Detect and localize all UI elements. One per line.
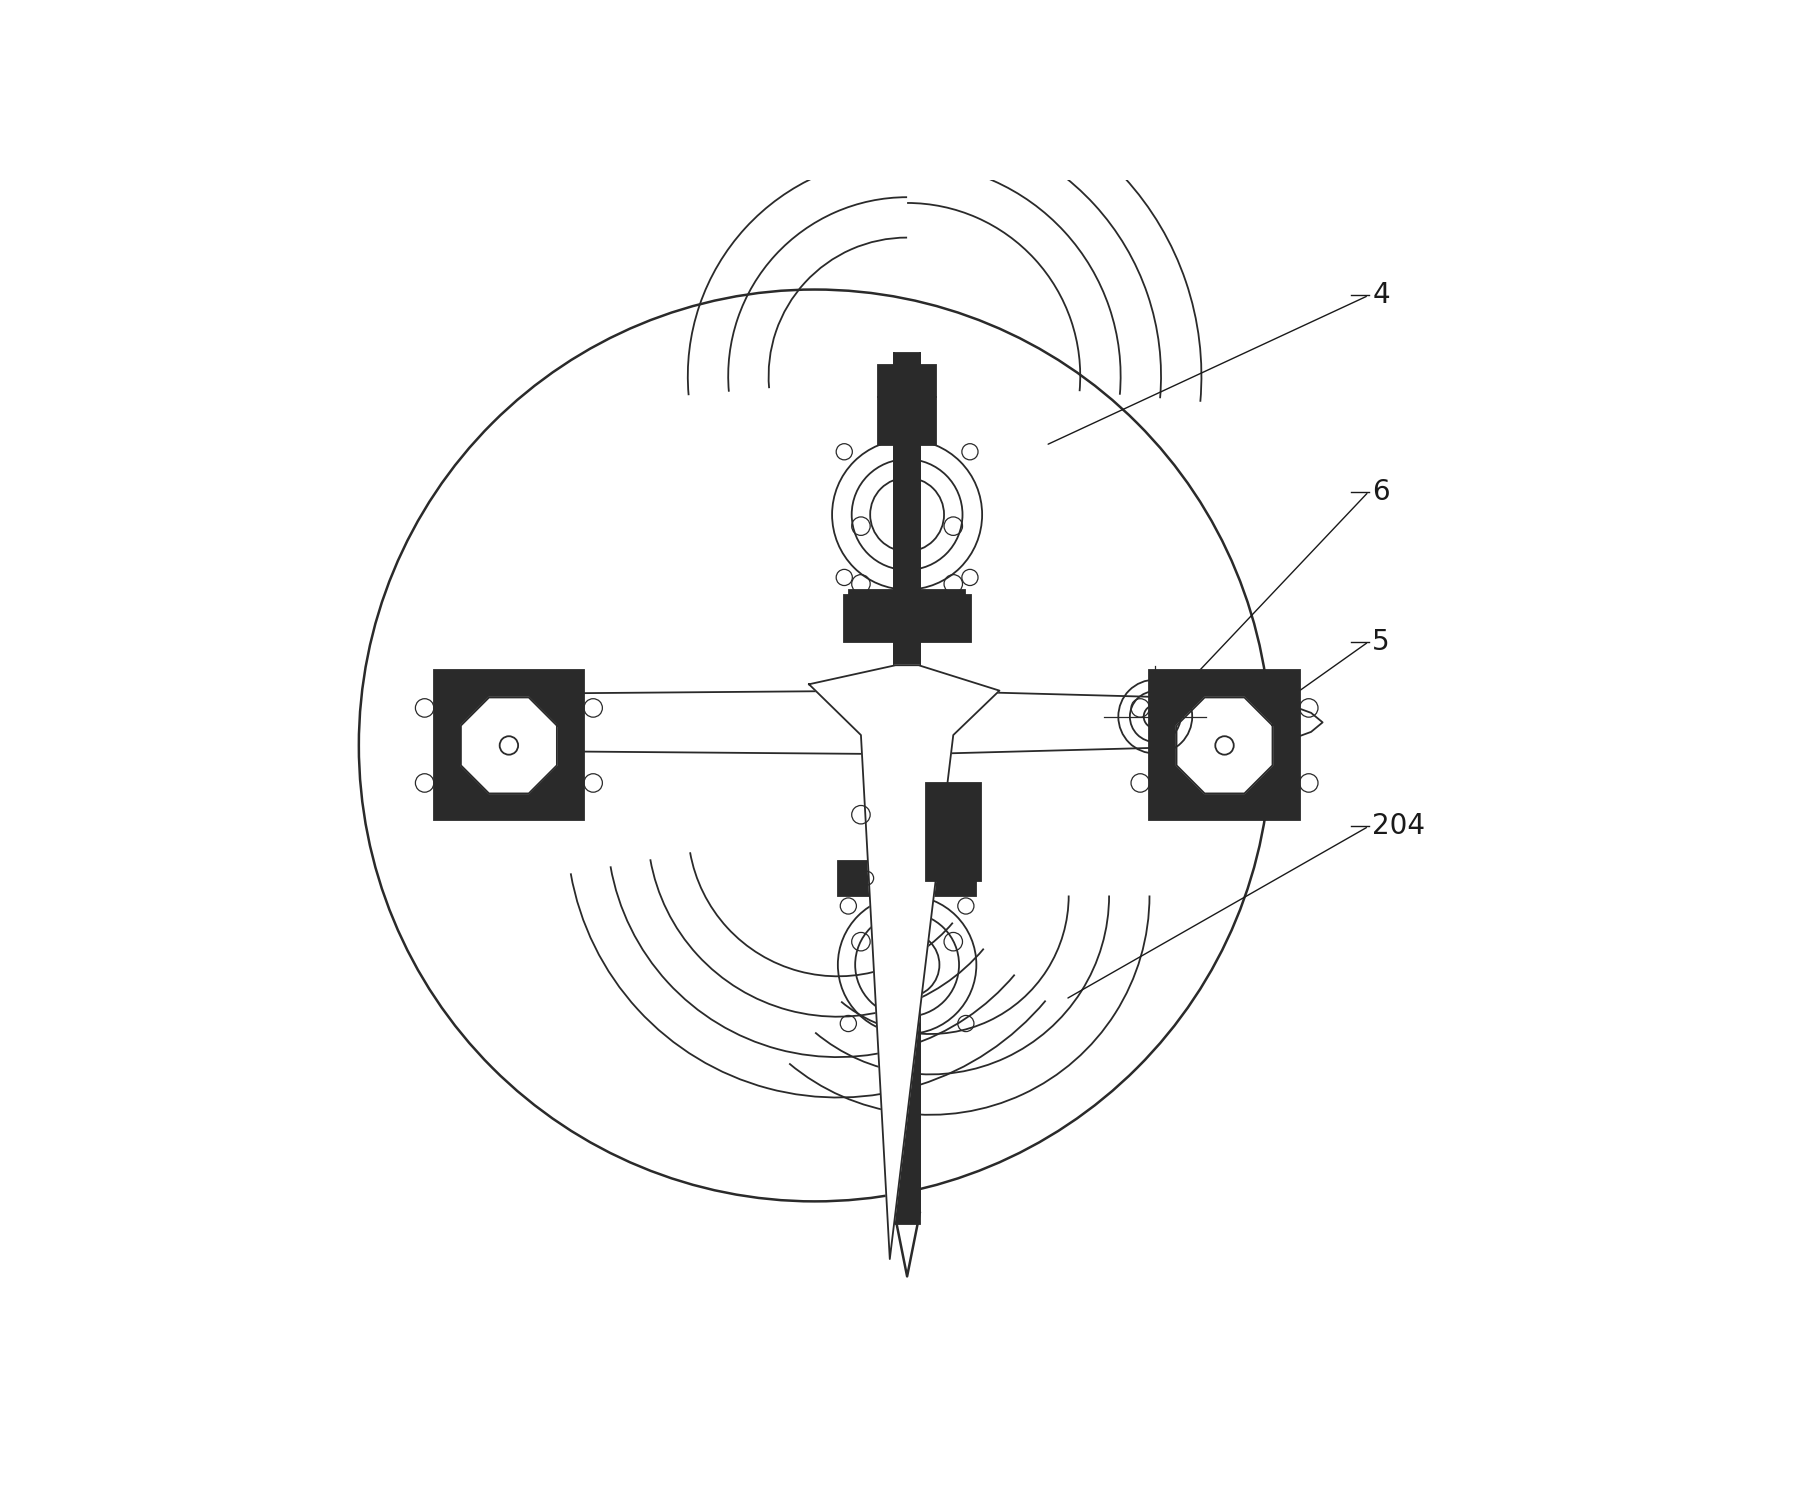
Polygon shape [920, 691, 1322, 754]
Bar [838, 860, 976, 895]
Polygon shape [1175, 697, 1272, 793]
Bar [849, 589, 965, 624]
Bar [1157, 679, 1290, 811]
Bar [434, 670, 584, 820]
Bar [945, 802, 960, 817]
Bar [945, 847, 960, 862]
Bar [878, 364, 936, 445]
Bar [443, 679, 575, 811]
Bar [1148, 670, 1299, 820]
Bar [894, 354, 920, 1225]
Text: 4: 4 [1371, 282, 1390, 309]
Bar [925, 782, 980, 881]
Polygon shape [809, 666, 1000, 1259]
Text: 204: 204 [1371, 812, 1424, 841]
Polygon shape [461, 697, 557, 793]
Text: 6: 6 [1371, 478, 1390, 505]
Polygon shape [457, 691, 894, 754]
Bar [844, 595, 970, 642]
Text: 5: 5 [1371, 628, 1390, 655]
